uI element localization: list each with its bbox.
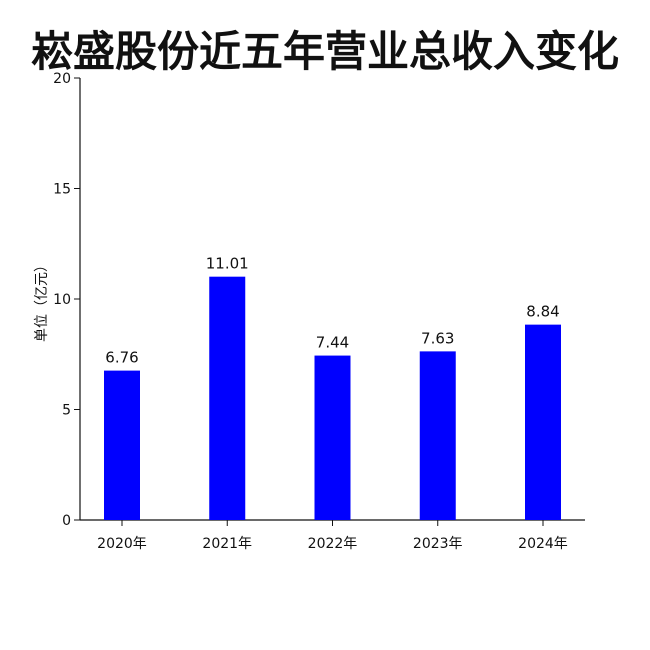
x-tick-label: 2022年 bbox=[308, 536, 358, 552]
bar-value-label: 8.84 bbox=[526, 303, 559, 321]
y-tick-label: 0 bbox=[62, 513, 71, 529]
x-tick-label: 2024年 bbox=[518, 536, 568, 552]
y-axis-title: 单位（亿元） bbox=[34, 258, 50, 342]
x-ticks: 2020年 2021年 2022年 2023年 2024年 bbox=[97, 520, 568, 552]
bar-3 bbox=[314, 355, 351, 520]
bar-2 bbox=[209, 276, 246, 520]
bar-value-label: 6.76 bbox=[105, 349, 138, 367]
y-axis-title-group: 单位（亿元） bbox=[34, 258, 50, 342]
bar-value-label: 7.63 bbox=[421, 329, 454, 347]
chart-title: 崧盛股份近五年营业总收入变化 bbox=[30, 27, 619, 76]
y-tick-label: 5 bbox=[62, 403, 71, 419]
x-tick-label: 2023年 bbox=[413, 536, 463, 552]
x-tick-label: 2020年 bbox=[97, 536, 147, 552]
bar-value-label: 7.44 bbox=[316, 334, 349, 352]
x-tick-label: 2021年 bbox=[202, 536, 252, 552]
y-tick-label: 10 bbox=[53, 292, 71, 308]
bar-4 bbox=[419, 351, 456, 520]
bar-5 bbox=[525, 324, 561, 520]
bars: 6.76 11.01 7.44 7.63 8.84 bbox=[104, 255, 561, 520]
y-ticks: 0 5 10 15 20 bbox=[53, 71, 80, 529]
y-tick-label: 15 bbox=[53, 182, 71, 198]
bar-1 bbox=[104, 370, 140, 520]
bar-value-label: 11.01 bbox=[206, 255, 249, 273]
y-tick-label: 20 bbox=[53, 71, 71, 87]
